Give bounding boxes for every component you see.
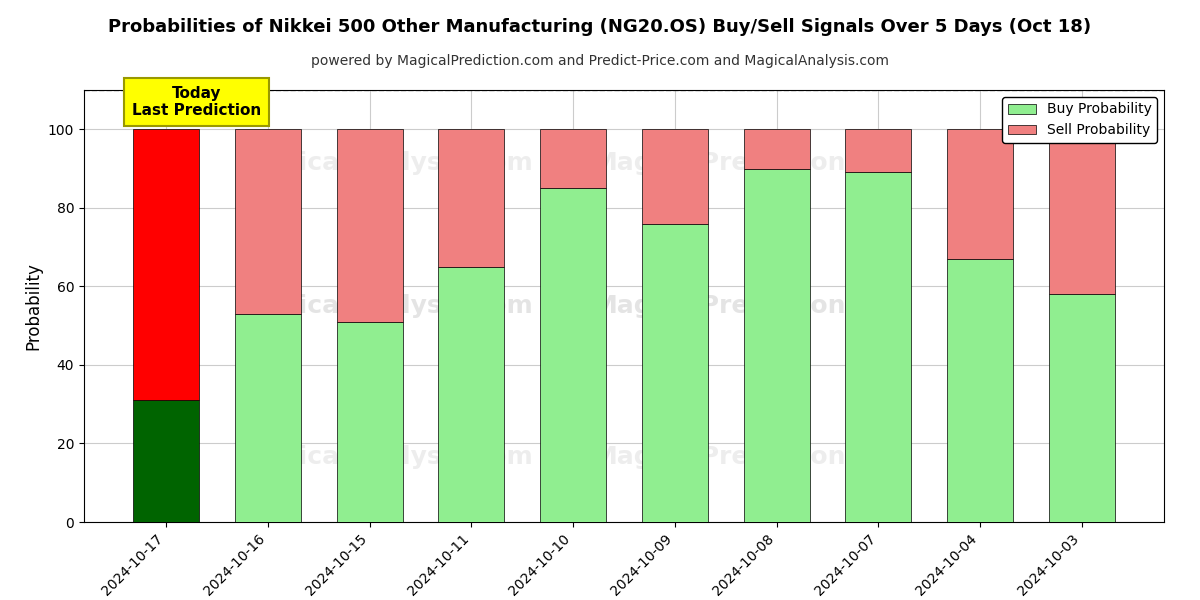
Text: MagicalPrediction.com: MagicalPrediction.com (593, 445, 914, 469)
Bar (235, 129, 301, 314)
Text: MagicalPrediction.com: MagicalPrediction.com (593, 151, 914, 175)
Bar (642, 224, 708, 522)
Bar (336, 129, 403, 322)
Y-axis label: Probability: Probability (24, 262, 42, 350)
Text: Probabilities of Nikkei 500 Other Manufacturing (NG20.OS) Buy/Sell Signals Over : Probabilities of Nikkei 500 Other Manufa… (108, 18, 1092, 36)
Bar (336, 322, 403, 522)
Text: Today
Last Prediction: Today Last Prediction (132, 86, 262, 118)
Text: MagicalAnalysis.com: MagicalAnalysis.com (240, 445, 533, 469)
Bar (642, 129, 708, 224)
Legend: Buy Probability, Sell Probability: Buy Probability, Sell Probability (1002, 97, 1157, 143)
Bar (845, 172, 912, 522)
Bar (540, 188, 606, 522)
Bar (540, 129, 606, 188)
Bar (947, 129, 1013, 259)
Text: powered by MagicalPrediction.com and Predict-Price.com and MagicalAnalysis.com: powered by MagicalPrediction.com and Pre… (311, 54, 889, 68)
Bar (235, 314, 301, 522)
Bar (1049, 294, 1115, 522)
Bar (744, 129, 810, 169)
Bar (845, 129, 912, 172)
Bar (133, 129, 199, 400)
Bar (1049, 129, 1115, 294)
Text: MagicalAnalysis.com: MagicalAnalysis.com (240, 151, 533, 175)
Bar (947, 259, 1013, 522)
Bar (744, 169, 810, 522)
Text: MagicalPrediction.com: MagicalPrediction.com (593, 294, 914, 318)
Bar (438, 129, 504, 267)
Text: MagicalAnalysis.com: MagicalAnalysis.com (240, 294, 533, 318)
Bar (438, 267, 504, 522)
Bar (133, 400, 199, 522)
